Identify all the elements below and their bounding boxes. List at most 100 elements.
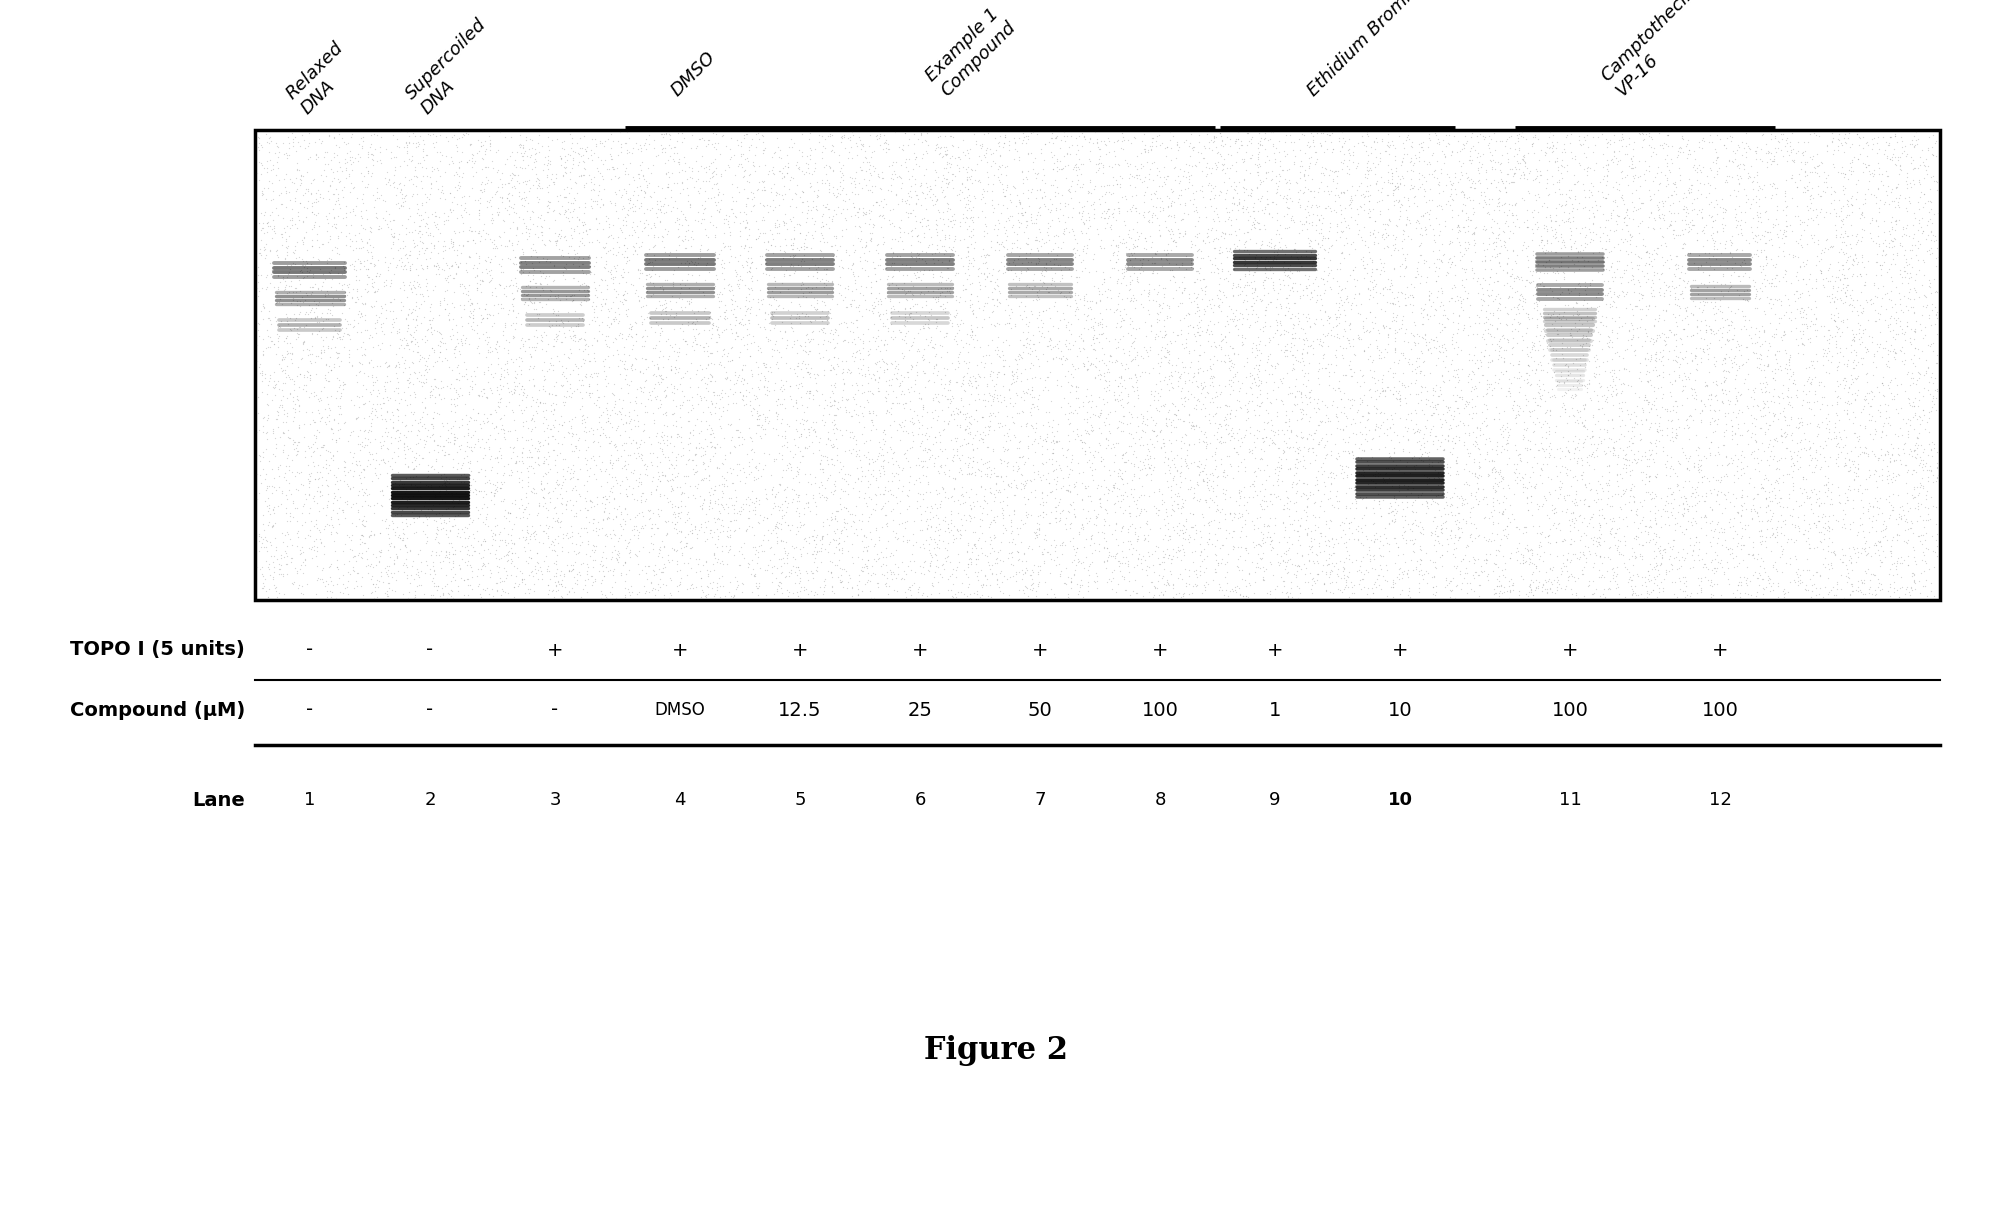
Point <box>383 137 415 157</box>
Point <box>1018 469 1050 488</box>
Point <box>1224 486 1256 505</box>
Point <box>1692 390 1724 409</box>
Point <box>1347 316 1379 335</box>
Point <box>698 355 729 374</box>
Point <box>1343 400 1375 420</box>
Point <box>1333 514 1365 533</box>
Point <box>1415 180 1447 199</box>
Point <box>1712 329 1744 349</box>
Point <box>1405 555 1437 574</box>
Point <box>413 476 444 496</box>
Point <box>492 541 524 561</box>
Point <box>1834 285 1865 304</box>
Point <box>1040 502 1072 521</box>
Point <box>1774 352 1806 371</box>
Point <box>309 576 341 596</box>
Point <box>977 289 1008 309</box>
Point <box>1359 235 1391 254</box>
Point <box>309 516 341 535</box>
Point <box>279 374 311 393</box>
Point <box>393 316 425 335</box>
Point <box>995 260 1026 280</box>
Point <box>1280 239 1311 258</box>
Point <box>1110 359 1142 379</box>
Point <box>1642 244 1674 263</box>
Point <box>995 478 1026 497</box>
Point <box>474 405 506 425</box>
Point <box>1379 377 1411 397</box>
Point <box>1861 226 1893 245</box>
Point <box>1208 410 1240 429</box>
Point <box>1706 355 1738 374</box>
Point <box>1507 550 1539 569</box>
Point <box>1618 476 1650 496</box>
Point <box>582 487 614 507</box>
Point <box>624 446 656 466</box>
Point <box>1244 334 1276 353</box>
Point <box>1126 154 1158 174</box>
Point <box>1708 350 1740 369</box>
Point <box>1899 540 1931 560</box>
Point <box>1178 271 1210 291</box>
Point <box>1672 215 1704 234</box>
Point <box>1064 289 1096 309</box>
Point <box>871 359 903 379</box>
Point <box>1397 473 1429 492</box>
Point <box>729 429 761 449</box>
Point <box>425 468 456 487</box>
Point <box>1758 368 1790 387</box>
Point <box>1084 131 1116 151</box>
Point <box>717 299 749 318</box>
Point <box>1120 156 1152 175</box>
Point <box>1174 405 1206 425</box>
Point <box>1565 505 1596 525</box>
Point <box>1427 343 1459 362</box>
Point <box>875 328 907 347</box>
Point <box>1477 462 1509 481</box>
Point <box>1240 563 1272 582</box>
Point <box>1818 578 1850 597</box>
Point <box>1612 375 1644 394</box>
Point <box>1485 362 1517 381</box>
Point <box>405 562 436 581</box>
Point <box>283 441 315 461</box>
Point <box>1519 555 1551 574</box>
Point <box>813 431 845 450</box>
Point <box>446 386 478 405</box>
Point <box>442 176 474 195</box>
Point <box>1230 538 1262 557</box>
Point <box>522 169 554 188</box>
Point <box>446 335 478 355</box>
Point <box>281 390 313 409</box>
Point <box>383 446 415 466</box>
Point <box>546 393 578 412</box>
Point <box>580 380 612 399</box>
Point <box>907 466 939 485</box>
Point <box>355 557 387 576</box>
Point <box>446 367 478 386</box>
Point <box>243 525 275 544</box>
Point <box>985 468 1016 487</box>
Point <box>941 373 973 392</box>
Point <box>1281 521 1313 540</box>
Point <box>1365 347 1397 367</box>
Point <box>919 539 951 558</box>
Point <box>309 154 341 174</box>
Point <box>1389 377 1421 397</box>
Point <box>1541 376 1572 396</box>
Point <box>1513 309 1545 328</box>
Text: 50: 50 <box>1028 701 1052 720</box>
Point <box>566 375 598 394</box>
Point <box>757 288 789 308</box>
Point <box>1289 279 1321 298</box>
Point <box>853 230 885 250</box>
Point <box>1196 178 1228 198</box>
Point <box>401 185 432 204</box>
Point <box>331 277 363 297</box>
Point <box>1846 355 1877 374</box>
Point <box>626 349 658 368</box>
Point <box>861 241 893 260</box>
Point <box>1317 543 1349 562</box>
Point <box>1194 176 1226 195</box>
Point <box>1788 391 1820 410</box>
